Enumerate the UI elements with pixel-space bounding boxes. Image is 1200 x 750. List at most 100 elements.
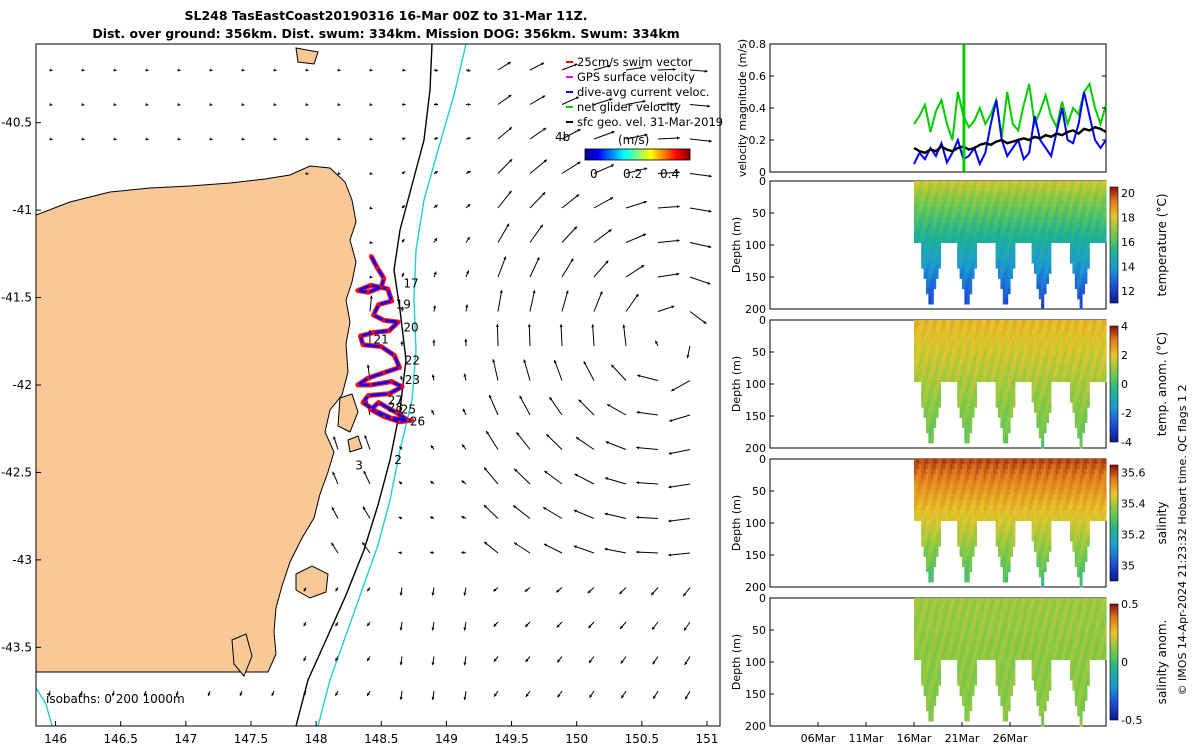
section-cell (935, 345, 939, 352)
section-cell (954, 360, 958, 367)
section-cell (947, 376, 951, 383)
section-cell (1074, 366, 1078, 372)
section-cell-deep (966, 268, 970, 274)
colorbar-tick-2: 0.4 (660, 167, 679, 181)
section-cell (1050, 459, 1054, 465)
colorbar-tick-1: 0.2 (623, 167, 642, 181)
section-cell (1077, 469, 1081, 475)
section-cell (964, 515, 968, 522)
section-cell-deep (1002, 571, 1006, 578)
section-cell (1041, 499, 1045, 506)
section-cell (954, 489, 958, 496)
section-cell (918, 221, 922, 228)
section-cell-deep (964, 391, 968, 398)
section-cell (988, 186, 992, 192)
section-cell (1091, 494, 1095, 501)
section-cell (1053, 340, 1057, 347)
section-cell (1084, 221, 1088, 228)
section-cell (1065, 181, 1069, 187)
section-cell (1046, 350, 1049, 357)
section-cell (1002, 489, 1006, 496)
section-cell (1077, 335, 1081, 342)
section-cell-deep (1070, 525, 1073, 532)
section-cell-deep (1036, 561, 1040, 568)
section-cell (1029, 216, 1033, 223)
section-cell (1065, 459, 1069, 465)
section-cell (1012, 330, 1016, 336)
section-cell-deep (921, 525, 925, 532)
section-cell (1098, 330, 1102, 336)
track-point (405, 418, 409, 422)
velocity-arrow (529, 95, 546, 105)
section-cell (1026, 345, 1030, 352)
section-cell (914, 191, 917, 197)
section-cell (938, 505, 941, 511)
section-cell (1031, 325, 1035, 331)
section-cell (938, 499, 941, 506)
section-cell (1012, 381, 1016, 388)
section-cell-deep (1046, 268, 1049, 274)
velocity-arrow-head (503, 256, 507, 260)
section-cell-deep (1079, 561, 1083, 568)
velocity-arrow (496, 324, 499, 347)
section-cell (1072, 186, 1076, 192)
section-cell (950, 227, 953, 233)
section-cell (918, 325, 922, 331)
section-cell (1019, 340, 1023, 347)
section-cell (1053, 221, 1057, 228)
section-cell-deep (1005, 273, 1009, 279)
velocity-arrow-head (644, 133, 648, 137)
section-cell (1072, 366, 1076, 372)
section-cell-deep (1048, 530, 1052, 537)
section-cell-deep (1041, 576, 1045, 583)
section-cell (988, 201, 992, 208)
section-cell (1002, 494, 1006, 501)
section-cell (1096, 191, 1100, 197)
section-cell (947, 196, 951, 203)
track-point (382, 371, 386, 375)
section-cell (1036, 186, 1040, 192)
section-cell (1022, 459, 1025, 465)
section-cell (945, 335, 949, 342)
section-cell (966, 459, 970, 465)
section-cell (926, 196, 929, 203)
section-cell (988, 191, 992, 197)
section-cell (981, 335, 985, 342)
section-cell-deep (1043, 540, 1047, 547)
section-cell (938, 638, 941, 645)
section-cell-deep (1036, 401, 1040, 408)
section-cell (926, 623, 929, 630)
velocity-arrow-head (433, 305, 437, 309)
section-cell (1086, 340, 1090, 347)
section-cell (1077, 479, 1081, 486)
section-cell (969, 479, 973, 486)
section-cell-deep (921, 535, 925, 542)
section-cell (926, 371, 929, 377)
section-cell (926, 232, 929, 238)
section-cell (1094, 366, 1097, 372)
section-cell (966, 191, 970, 197)
section-cell (993, 494, 997, 501)
velocity-arrow (604, 548, 627, 554)
velocity-arrow (497, 223, 510, 243)
section-cell (1034, 366, 1037, 372)
section-cell-deep (964, 283, 968, 290)
section-cell-deep (923, 386, 927, 393)
section-cell (962, 633, 965, 640)
section-cell (930, 206, 934, 213)
section-cell (1067, 345, 1071, 352)
section-cell (954, 216, 958, 223)
section-cell-deep (1012, 530, 1016, 537)
section-cell-deep (974, 530, 977, 537)
section-cell-deep (1000, 540, 1004, 547)
section-cell-deep (923, 401, 927, 408)
section-cell (942, 469, 946, 475)
section-cell (1017, 206, 1021, 213)
section-cell (1024, 355, 1028, 362)
section-cell (921, 608, 925, 614)
section-cell-deep (964, 252, 968, 259)
section-cell-deep (930, 407, 934, 413)
section-cell (1053, 459, 1057, 465)
section-cell-deep (928, 695, 932, 701)
section-cell-deep (1079, 288, 1083, 295)
